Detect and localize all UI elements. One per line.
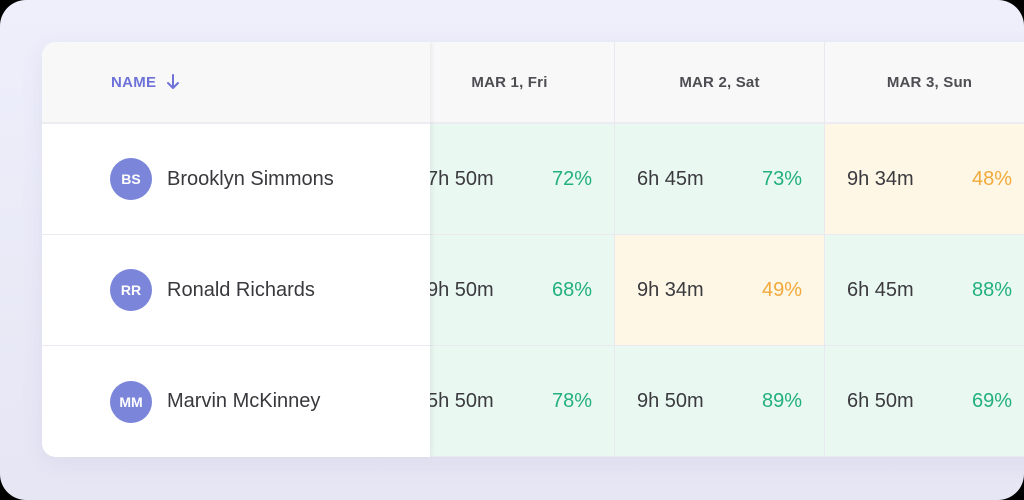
table-cell[interactable]: 6h 50m 69% <box>825 346 1024 457</box>
time-value: 7h 50m <box>427 167 494 190</box>
day-column: MAR 2, Sat 6h 45m 73% 9h 34m 49% 9h 50m 89% <box>615 42 825 457</box>
percent-value: 78% <box>551 389 592 412</box>
time-value: 6h 50m <box>847 389 914 412</box>
table-cell[interactable]: 7h 50m 72% <box>405 124 614 235</box>
table-cell[interactable]: 9h 50m 68% <box>405 235 614 346</box>
day-column: MAR 3, Sun 9h 34m 48% 6h 45m 88% 6h 50m 69% <box>825 42 1024 457</box>
avatar: MM <box>110 380 152 423</box>
percent-value: 72% <box>551 167 592 190</box>
percent-value: 49% <box>761 278 802 301</box>
avatar: BS <box>110 158 152 200</box>
time-value: 6h 45m <box>637 167 704 190</box>
table-row[interactable]: BS Brooklyn Simmons <box>42 124 430 235</box>
table-cell[interactable]: 5h 50m 78% <box>405 346 614 457</box>
day-header[interactable]: MAR 2, Sat <box>615 42 824 124</box>
time-value: 5h 50m <box>427 389 494 412</box>
time-value: 9h 34m <box>637 278 704 301</box>
table-scroll-area[interactable]: MAR 1, Fri 7h 50m 72% 9h 50m 68% 5h 50m 78%… <box>42 42 1024 457</box>
time-value: 9h 50m <box>637 389 704 412</box>
avatar: RR <box>110 269 152 311</box>
percent-value: 69% <box>971 389 1012 412</box>
name-sort-header[interactable]: NAME <box>42 42 430 124</box>
percent-value: 68% <box>551 278 592 301</box>
name-column: NAME BS Brooklyn Simmons RR Ronald Richa… <box>42 42 430 457</box>
day-header[interactable]: MAR 1, Fri <box>405 42 614 124</box>
table-cell[interactable]: 9h 34m 48% <box>825 124 1024 235</box>
table-row[interactable]: MM Marvin McKinney <box>42 346 430 457</box>
person-name: Marvin McKinney <box>167 390 321 412</box>
percent-value: 88% <box>971 278 1012 301</box>
time-value: 9h 34m <box>847 167 914 190</box>
percent-value: 89% <box>761 389 802 412</box>
timesheet-table: MAR 1, Fri 7h 50m 72% 9h 50m 68% 5h 50m 78%… <box>42 42 1024 457</box>
arrow-down-icon <box>166 74 180 90</box>
time-value: 6h 45m <box>847 278 914 301</box>
table-cell[interactable]: 9h 50m 89% <box>615 346 824 457</box>
day-columns: MAR 1, Fri 7h 50m 72% 9h 50m 68% 5h 50m 78%… <box>405 42 1024 457</box>
table-cell[interactable]: 6h 45m 88% <box>825 235 1024 346</box>
person-name: Brooklyn Simmons <box>167 167 334 190</box>
name-header-label: NAME <box>111 73 157 91</box>
person-name: Ronald Richards <box>167 278 315 301</box>
percent-value: 48% <box>971 167 1012 190</box>
day-column: MAR 1, Fri 7h 50m 72% 9h 50m 68% 5h 50m 78% <box>405 42 615 457</box>
table-cell[interactable]: 9h 34m 49% <box>615 235 824 346</box>
table-cell[interactable]: 6h 45m 73% <box>615 124 824 235</box>
table-row[interactable]: RR Ronald Richards <box>42 235 430 346</box>
day-header[interactable]: MAR 3, Sun <box>825 42 1024 124</box>
time-value: 9h 50m <box>427 278 494 301</box>
percent-value: 73% <box>761 167 802 190</box>
